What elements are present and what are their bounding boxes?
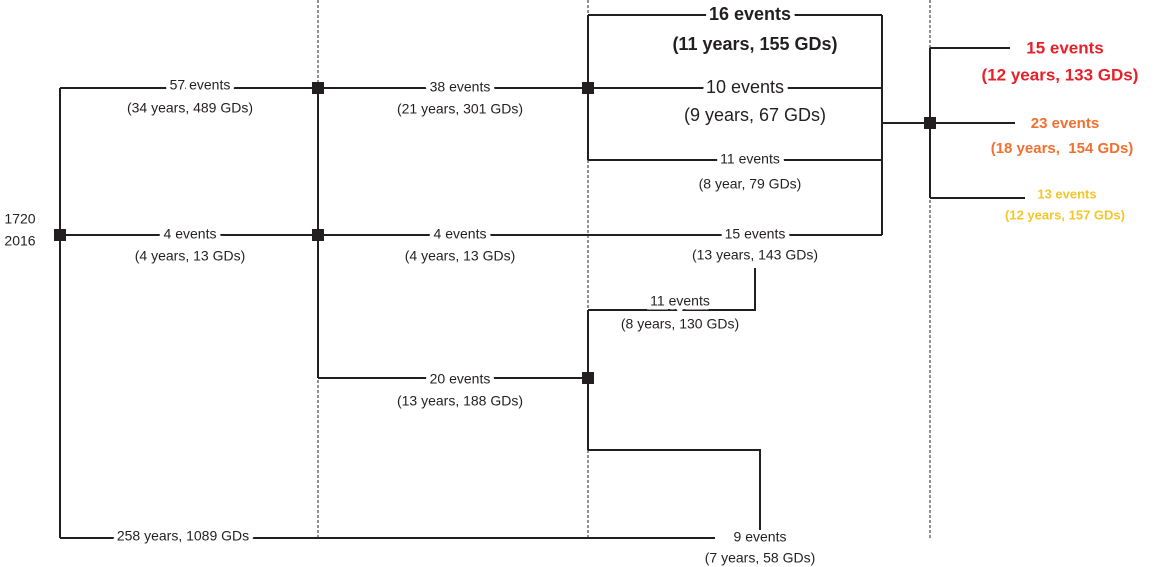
branch-events: 20 events <box>430 371 491 387</box>
branch-detail: (12 years, 133 GDs) <box>982 65 1139 84</box>
branch-events: 11 events <box>650 293 710 309</box>
branch-detail: (21 years, 301 GDs) <box>397 101 523 117</box>
branch-detail: (8 year, 79 GDs) <box>699 176 802 192</box>
branch-detail: (12 years, 157 GDs) <box>1005 207 1125 222</box>
branch-events: 13 events <box>1037 186 1096 201</box>
branch-detail: 258 years, 1089 GDs <box>117 528 249 544</box>
branch-detail: (13 years, 143 GDs) <box>692 247 818 263</box>
node <box>924 117 936 129</box>
branch-events: 4 events <box>164 226 217 242</box>
branch-detail: (4 years, 13 GDs) <box>135 248 245 264</box>
branch-detail: (8 years, 130 GDs) <box>621 316 739 332</box>
branch-events: 4 events <box>434 226 487 242</box>
branch-events: 23 events <box>1031 115 1099 132</box>
branch-detail: (34 years, 489 GDs) <box>127 100 253 116</box>
branch-events: 10 events <box>706 77 784 97</box>
dividers <box>317 0 931 540</box>
branch-events: 15 events <box>1026 38 1104 57</box>
branch-events: 57 events <box>170 77 231 93</box>
branch-events: 38 events <box>430 79 491 95</box>
branch-detail: (7 years, 58 GDs) <box>705 550 815 566</box>
node <box>312 229 324 241</box>
branch-detail: (11 years, 155 GDs) <box>672 34 837 54</box>
node <box>582 82 594 94</box>
branch-detail: (18 years, 154 GDs) <box>991 140 1134 157</box>
tree-lines <box>59 14 1025 539</box>
branch-detail: (13 years, 188 GDs) <box>397 393 523 409</box>
branch-events: 11 events <box>720 151 780 167</box>
branch-detail: (4 years, 13 GDs) <box>405 248 515 264</box>
branch-events: 16 events <box>709 4 791 24</box>
node <box>582 372 594 384</box>
branch-events: 15 events <box>725 226 786 242</box>
branch-detail: (9 years, 67 GDs) <box>684 105 826 125</box>
root-end: 2016 <box>4 233 35 249</box>
node <box>54 229 66 241</box>
node <box>312 82 324 94</box>
nodes <box>54 82 936 384</box>
root-start: 1720 <box>4 211 35 227</box>
branch-events: 9 events <box>734 529 787 545</box>
